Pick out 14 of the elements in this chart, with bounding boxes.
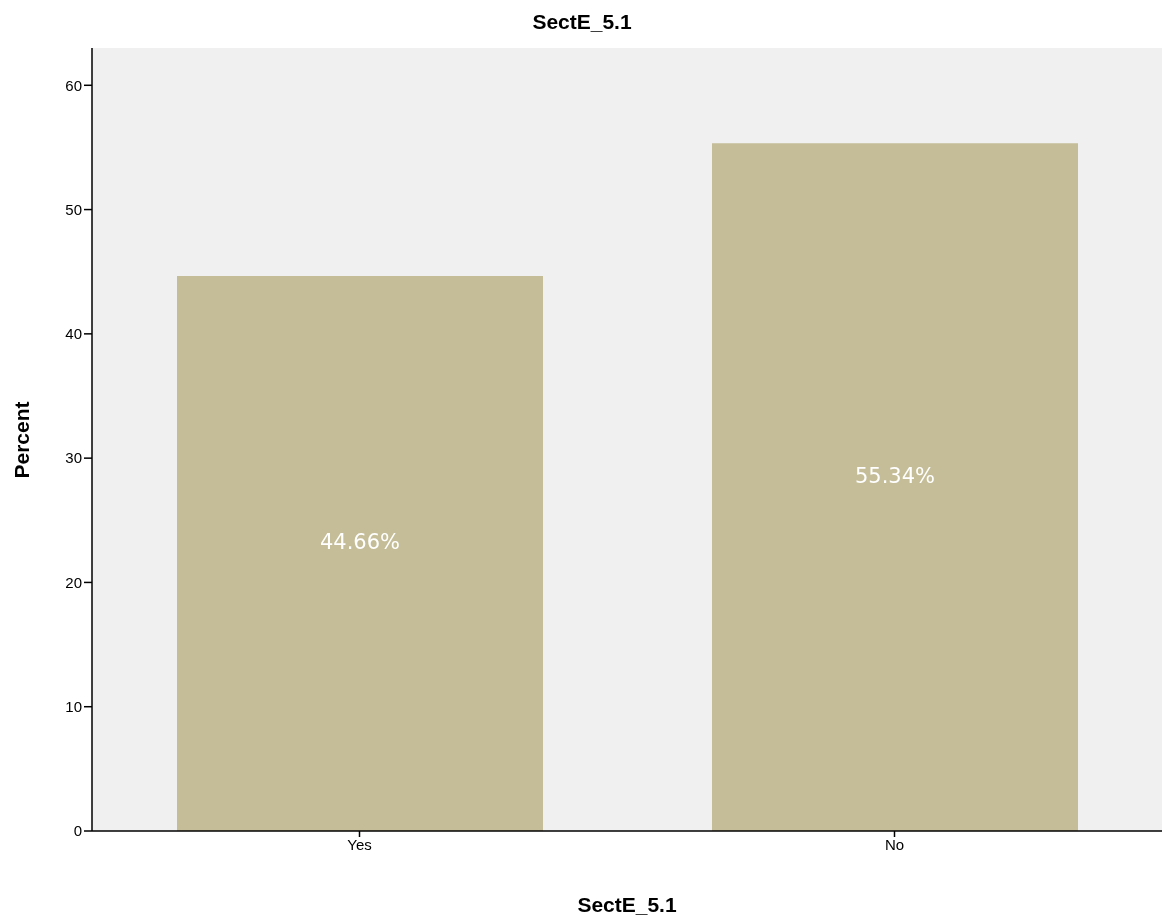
x-axis-title: SectE_5.1 bbox=[577, 893, 677, 916]
y-tick-label: 20 bbox=[65, 573, 82, 591]
y-axis-title: Percent bbox=[10, 401, 34, 479]
data-label: 55.34% bbox=[854, 463, 936, 488]
x-tick-label: Yes bbox=[347, 835, 372, 853]
y-tick-label: 50 bbox=[65, 200, 82, 218]
data-label: 44.66% bbox=[319, 529, 401, 554]
chart-title: SectE_5.1 bbox=[531, 10, 633, 34]
y-tick-label: 60 bbox=[65, 76, 82, 94]
y-tick-label: 10 bbox=[65, 698, 82, 716]
y-tick-label: 40 bbox=[65, 325, 82, 343]
y-tick-label: 30 bbox=[65, 449, 82, 467]
x-tick-label: No bbox=[884, 835, 905, 853]
y-tick-label: 0 bbox=[73, 822, 82, 840]
